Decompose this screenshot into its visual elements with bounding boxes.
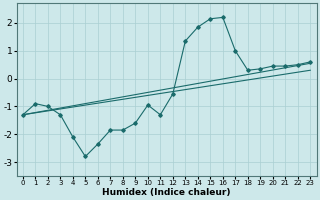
X-axis label: Humidex (Indice chaleur): Humidex (Indice chaleur) — [102, 188, 231, 197]
